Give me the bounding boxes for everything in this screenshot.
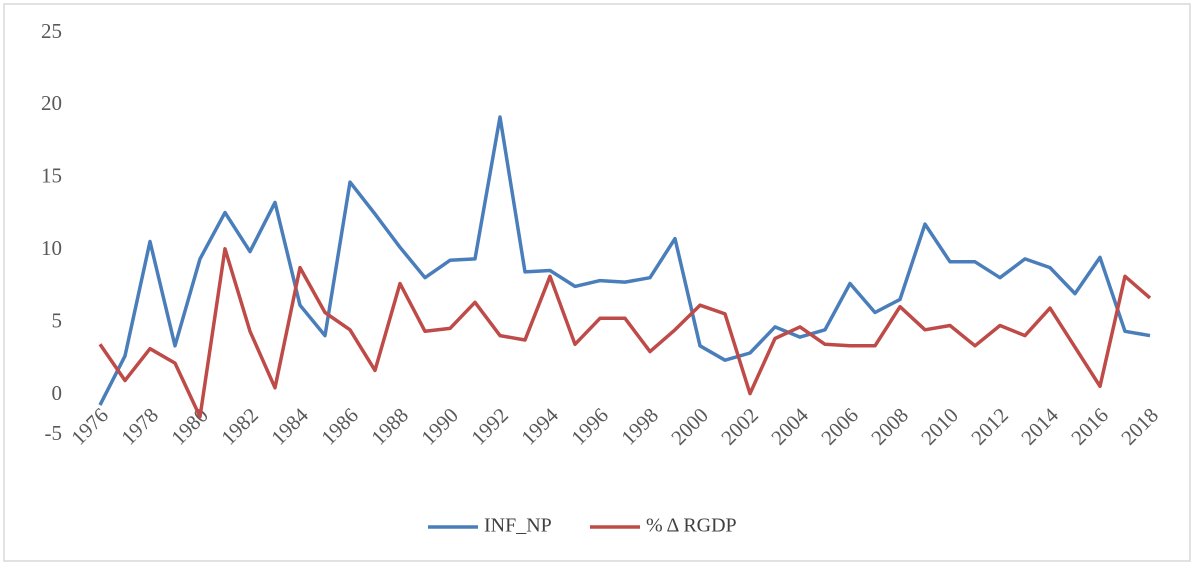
y-tick-label: 10 (41, 236, 62, 260)
series-line (98, 247, 1152, 419)
y-tick-label: 0 (52, 381, 63, 405)
y-tick-label: 25 (41, 19, 62, 43)
y-tick-label: 5 (52, 308, 63, 332)
legend-label: % Δ RGDP (646, 515, 737, 537)
legend-label: INF_NP (484, 515, 552, 537)
y-tick-label: 20 (41, 91, 62, 115)
y-tick-label: 15 (41, 164, 62, 188)
series-line (98, 115, 1151, 406)
y-tick-label: -5 (45, 421, 63, 445)
